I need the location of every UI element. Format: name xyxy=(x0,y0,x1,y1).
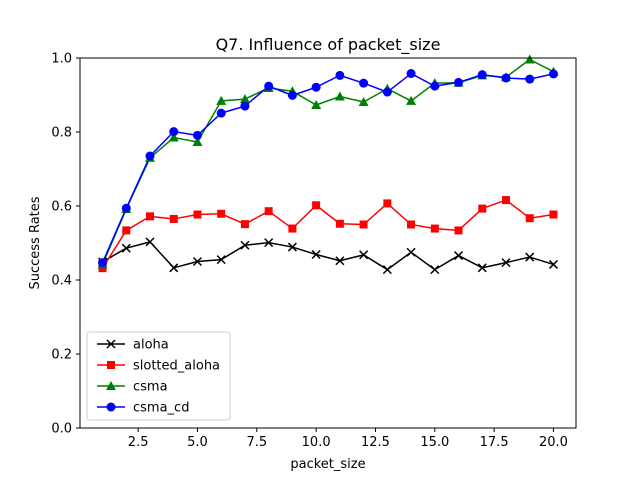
legend-marker xyxy=(106,339,116,349)
data-point-csma_cd xyxy=(216,108,226,118)
x-tick-label: 7.5 xyxy=(246,435,267,450)
data-point-csma_cd xyxy=(406,69,416,79)
data-point-csma xyxy=(311,99,322,109)
data-point-csma xyxy=(358,97,369,107)
data-point-slotted_aloha xyxy=(240,220,249,229)
x-tick-label: 5.0 xyxy=(187,435,208,450)
data-point-aloha xyxy=(382,265,392,275)
data-point-csma_cd xyxy=(359,78,369,88)
data-point-csma_cd xyxy=(240,101,250,111)
data-point-csma_cd xyxy=(169,127,179,137)
x-tick-label: 17.5 xyxy=(480,435,509,450)
data-point-slotted_aloha xyxy=(501,196,510,205)
data-point-csma_cd xyxy=(311,82,321,92)
data-point-slotted_aloha xyxy=(217,209,226,218)
data-point-csma_cd xyxy=(501,73,511,83)
x-tick-label: 12.5 xyxy=(361,435,390,450)
data-point-aloha xyxy=(264,238,274,248)
data-point-csma xyxy=(406,95,417,105)
data-point-slotted_aloha xyxy=(478,204,487,213)
legend-label: slotted_aloha xyxy=(133,359,220,374)
data-point-csma xyxy=(168,132,179,142)
axes-border xyxy=(79,57,577,429)
data-point-csma_cd xyxy=(98,258,108,268)
legend-label: csma xyxy=(133,380,168,395)
data-point-csma_cd xyxy=(335,70,345,80)
y-tick-label: 1.0 xyxy=(51,52,72,67)
data-point-csma xyxy=(524,54,535,64)
x-tick-label: 2.5 xyxy=(128,435,149,450)
data-point-slotted_aloha xyxy=(288,224,297,233)
legend-box xyxy=(86,331,231,421)
x-tick-label: 15.0 xyxy=(420,435,449,450)
data-point-aloha xyxy=(453,251,464,261)
y-tick-label: 0.2 xyxy=(51,348,72,363)
data-point-aloha xyxy=(145,237,155,247)
data-point-csma_cd xyxy=(430,81,440,91)
data-point-slotted_aloha xyxy=(169,214,178,223)
data-point-csma_cd xyxy=(121,203,131,213)
data-point-csma xyxy=(216,95,227,105)
data-point-aloha xyxy=(430,265,440,275)
data-point-slotted_aloha xyxy=(264,207,273,216)
data-point-slotted_aloha xyxy=(383,199,392,208)
data-point-slotted_aloha xyxy=(454,226,463,235)
y-tick-label: 0.6 xyxy=(51,200,72,215)
data-point-aloha xyxy=(501,258,511,268)
data-point-slotted_aloha xyxy=(193,210,202,219)
data-point-aloha xyxy=(311,249,321,260)
y-tick-label: 0.4 xyxy=(51,274,72,289)
legend-marker xyxy=(106,402,116,412)
data-point-aloha xyxy=(477,263,487,273)
data-point-slotted_aloha xyxy=(312,201,321,210)
data-point-csma_cd xyxy=(548,69,558,79)
data-point-slotted_aloha xyxy=(335,219,344,228)
data-point-slotted_aloha xyxy=(122,226,131,235)
data-point-aloha xyxy=(192,256,203,267)
data-point-csma_cd xyxy=(477,70,487,80)
y-tick-label: 0.0 xyxy=(51,422,72,437)
data-point-aloha xyxy=(335,256,345,266)
data-point-aloha xyxy=(359,250,369,260)
data-point-csma_cd xyxy=(192,130,202,140)
x-tick-label: 10.0 xyxy=(302,435,331,450)
series-line-aloha xyxy=(102,241,554,271)
data-point-csma_cd xyxy=(264,81,274,91)
legend-marker xyxy=(107,361,115,369)
data-point-aloha xyxy=(169,263,179,273)
legend-label: aloha xyxy=(133,338,169,353)
data-point-csma_cd xyxy=(525,74,535,84)
y-tick-label: 0.8 xyxy=(51,126,72,141)
data-point-aloha xyxy=(121,243,131,253)
data-point-csma xyxy=(334,91,345,101)
x-axis-label: packet_size xyxy=(290,457,365,472)
data-point-csma xyxy=(192,136,203,146)
data-point-slotted_aloha xyxy=(549,210,558,219)
data-point-csma_cd xyxy=(454,77,464,87)
data-point-slotted_aloha xyxy=(430,224,439,233)
data-point-aloha xyxy=(216,255,226,265)
data-point-slotted_aloha xyxy=(525,214,534,223)
data-point-slotted_aloha xyxy=(359,220,368,229)
data-point-aloha xyxy=(525,252,535,262)
data-point-csma_cd xyxy=(287,90,297,100)
data-point-csma_cd xyxy=(145,151,155,161)
data-point-aloha xyxy=(287,242,297,252)
y-axis-label: Success Rates xyxy=(28,196,43,289)
data-point-aloha xyxy=(240,240,250,250)
legend-marker xyxy=(106,381,116,390)
chart-title: Q7. Influence of packet_size xyxy=(216,35,441,55)
legend-label: csma_cd xyxy=(133,401,189,416)
data-point-csma xyxy=(239,94,250,104)
data-point-csma_cd xyxy=(382,87,392,97)
x-tick-label: 20.0 xyxy=(539,435,568,450)
data-point-aloha xyxy=(548,259,558,269)
data-point-slotted_aloha xyxy=(146,212,155,221)
data-point-aloha xyxy=(406,247,416,257)
data-point-slotted_aloha xyxy=(407,220,416,229)
